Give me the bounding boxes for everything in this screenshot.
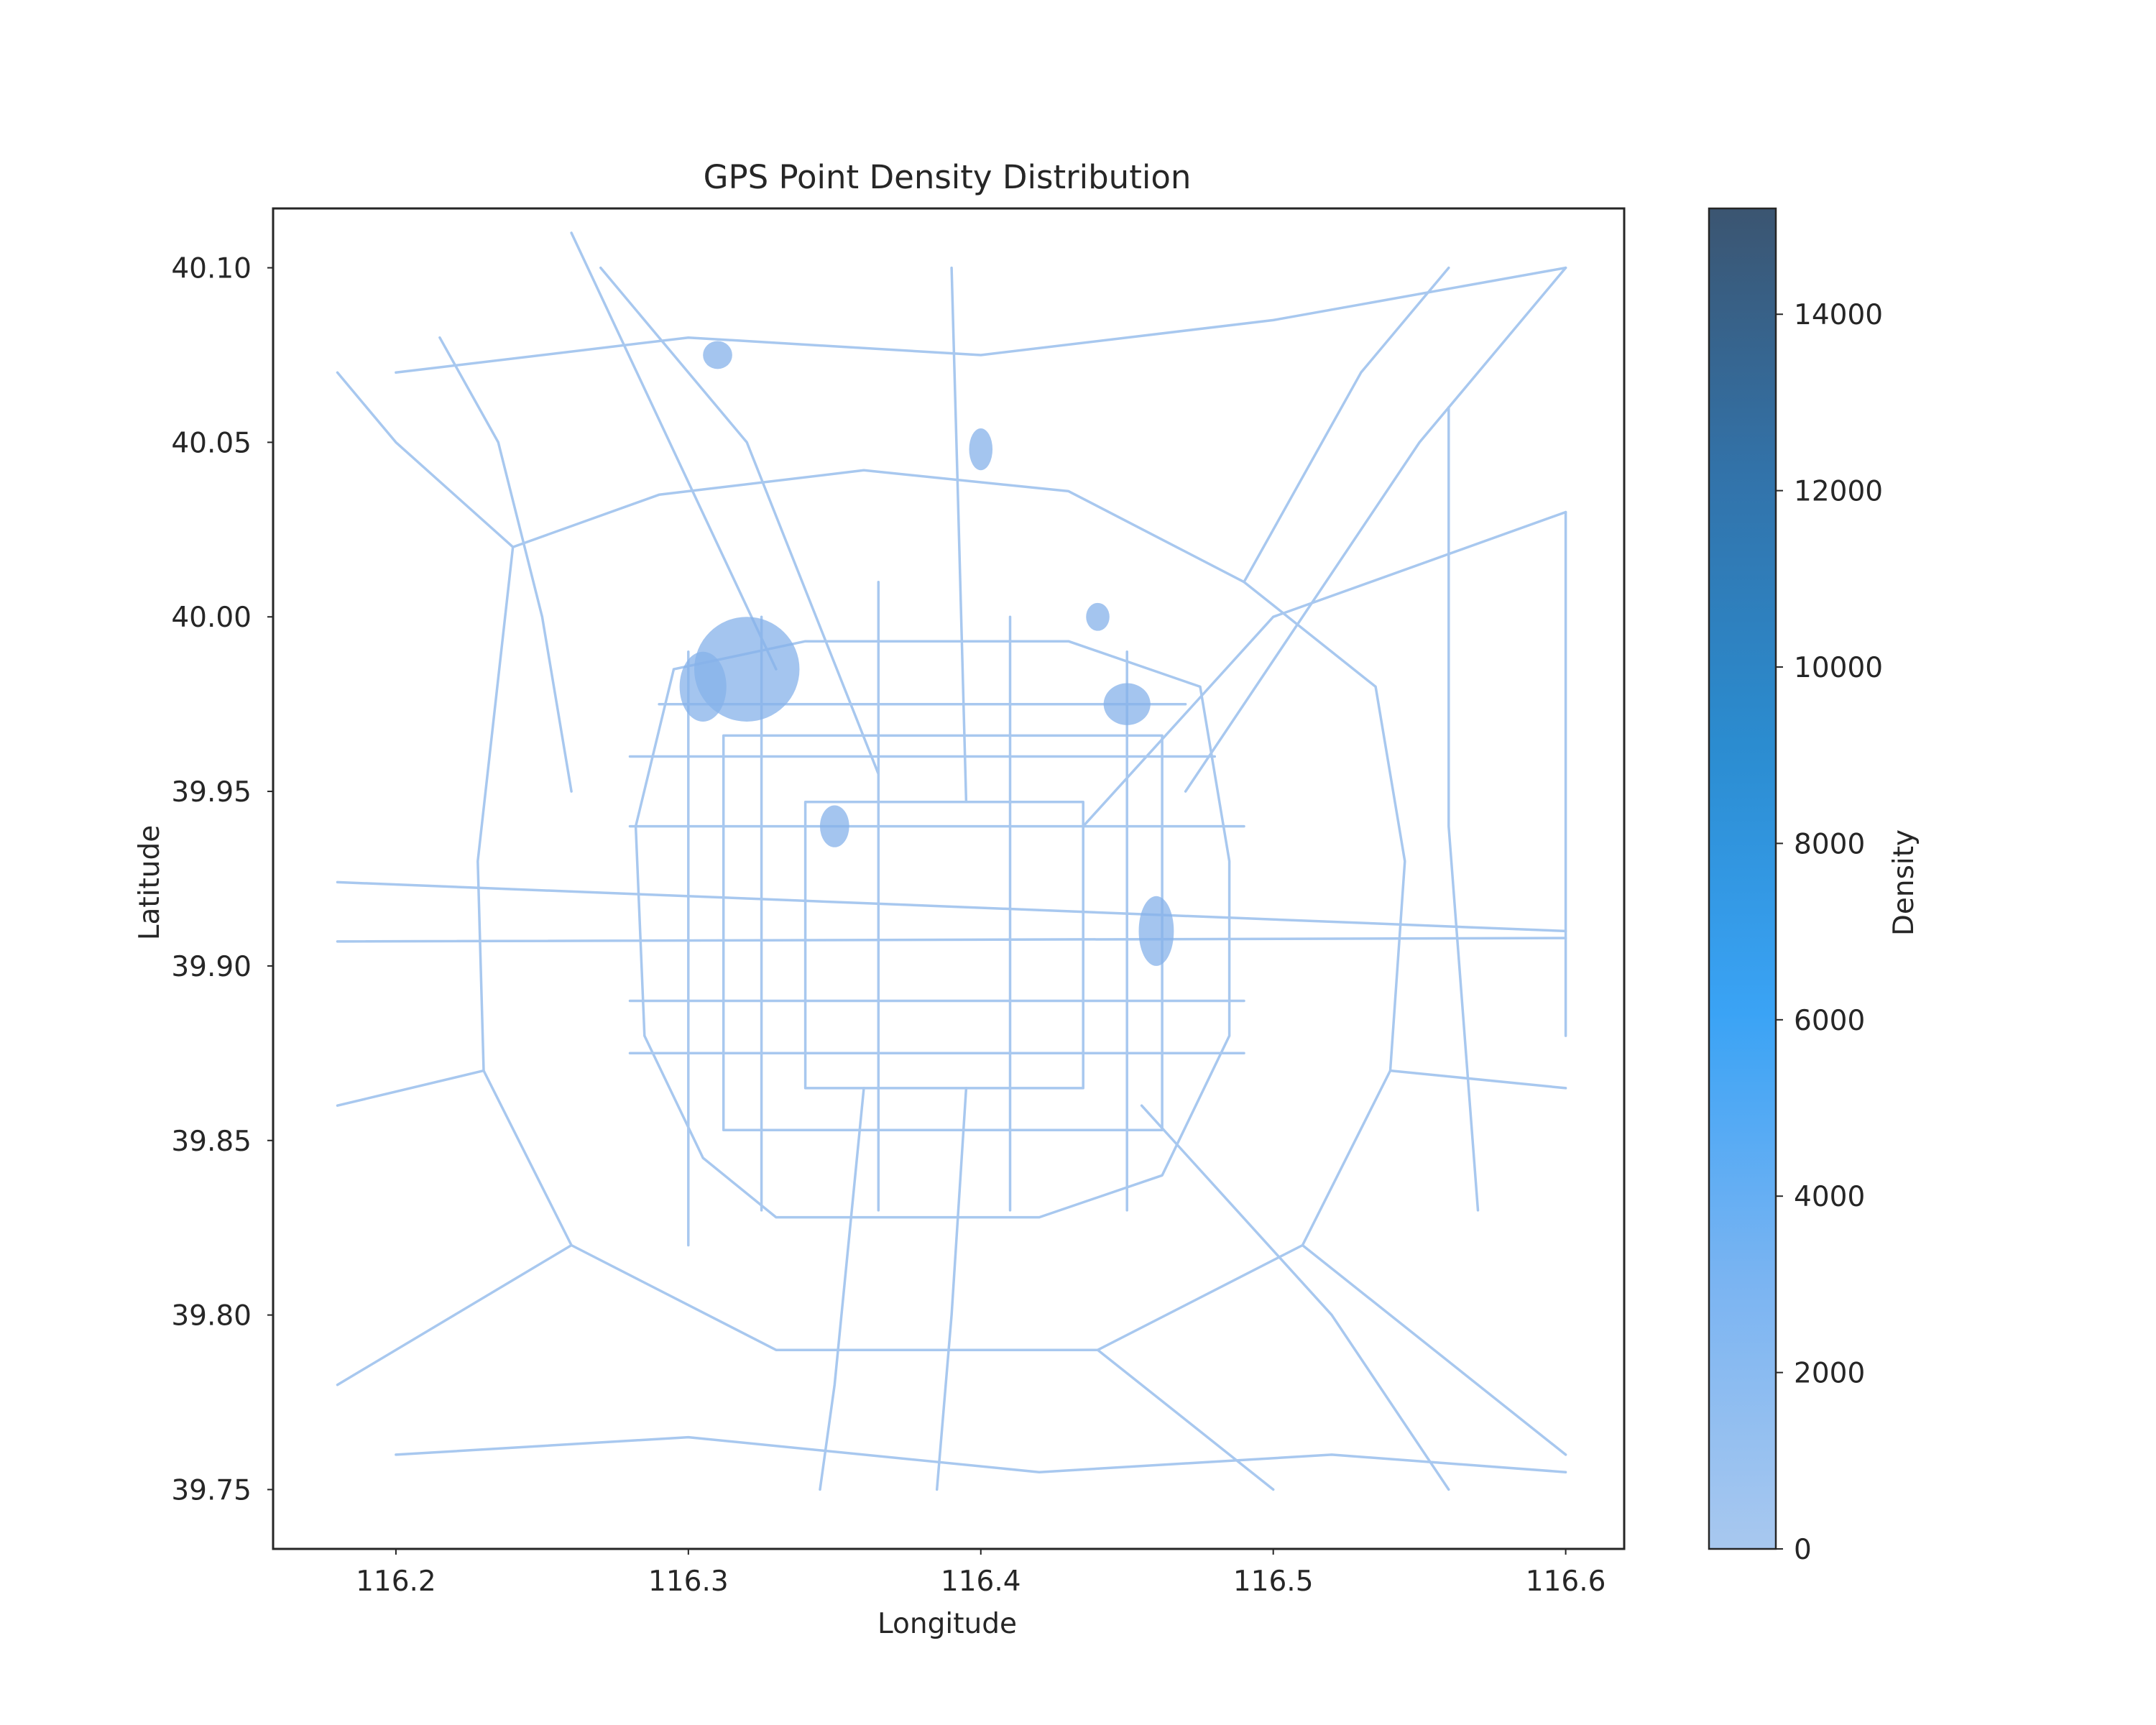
- density-roads: [336, 231, 1567, 1491]
- colorbar-tick-label: 0: [1794, 1534, 1812, 1566]
- colorbar-tick-label: 14000: [1794, 299, 1883, 331]
- x-tick-label: 116.5: [1233, 1565, 1314, 1598]
- colorbar-ticks: 0 2000 4000 6000 8000 10000 12000 14000: [1776, 299, 1883, 1566]
- road-south-central-axis: [935, 1087, 968, 1491]
- road-jingjintang: [1140, 1104, 1450, 1491]
- road-badaling-expwy: [599, 266, 880, 776]
- road-ring-3: [722, 734, 1164, 1131]
- y-tick-label: 40.05: [171, 427, 252, 459]
- colorbar-tick-label: 10000: [1794, 652, 1883, 684]
- road-northwest-curve: [438, 336, 573, 793]
- road-jingcheng-expwy: [1184, 266, 1567, 793]
- colorbar-tick-label: 12000: [1794, 476, 1883, 508]
- x-tick-label: 116.3: [648, 1565, 729, 1598]
- road-southeast-road: [1096, 1348, 1275, 1491]
- hotspot-2: [1103, 683, 1151, 725]
- y-axis-label: Latitude: [134, 825, 166, 941]
- y-tick-label: 39.90: [171, 951, 252, 983]
- chart-title: GPS Point Density Distribution: [704, 158, 1192, 196]
- road-ring-4: [634, 640, 1231, 1219]
- road-east-diagonal-south: [1301, 1243, 1567, 1456]
- colorbar-tick-label: 4000: [1794, 1181, 1865, 1213]
- hotspot-5: [1086, 602, 1110, 631]
- x-tick-label: 116.2: [356, 1565, 436, 1598]
- road-chang-an-ave: [336, 937, 1567, 943]
- road-airport-expwy: [1082, 510, 1567, 828]
- hotspot-1: [679, 651, 727, 722]
- road-north-west-road: [336, 371, 515, 548]
- road-southwest-road: [336, 1243, 573, 1386]
- density-hotspots: [679, 341, 1174, 966]
- y-tick-label: 39.75: [171, 1474, 252, 1506]
- y-tick-label: 40.00: [171, 602, 252, 634]
- y-axis: 39.75 39.80 39.85 39.90 39.95 40.00 40.05 40.10: [171, 253, 273, 1506]
- hotspot-6: [969, 428, 993, 471]
- x-tick-label: 116.4: [941, 1565, 1021, 1598]
- colorbar-label: Density: [1888, 829, 1920, 936]
- hotspot-4: [819, 805, 849, 847]
- road-west-road: [336, 1069, 485, 1107]
- y-tick-label: 39.95: [171, 776, 252, 809]
- x-axis-label: Longitude: [877, 1608, 1017, 1640]
- road-ping-an-ave: [336, 880, 1567, 933]
- road-far-north-h: [395, 266, 1567, 374]
- road-northeast-diagonal: [1243, 266, 1450, 584]
- colorbar-tick-label: 6000: [1794, 1005, 1865, 1037]
- road-ring-2: [803, 800, 1084, 1090]
- road-jingzang-northwest: [570, 231, 778, 671]
- y-tick-label: 39.80: [171, 1300, 252, 1333]
- colorbar-tick-label: 8000: [1794, 828, 1865, 860]
- y-tick-label: 40.10: [171, 253, 252, 285]
- colorbar: [1708, 207, 1777, 1550]
- x-tick-label: 116.6: [1526, 1565, 1606, 1598]
- road-jingkai-expwy: [819, 1087, 865, 1491]
- plot-frame: [272, 207, 1626, 1550]
- road-north-central-axis: [950, 266, 968, 804]
- road-east-fifth-v: [1447, 406, 1480, 1212]
- road-east-road-south: [1388, 1069, 1567, 1090]
- hotspot-7: [703, 341, 732, 369]
- hotspot-3: [1138, 896, 1174, 966]
- x-axis: 116.2 116.3 116.4 116.5 116.6: [356, 1549, 1606, 1598]
- colorbar-tick-label: 2000: [1794, 1358, 1865, 1390]
- y-tick-label: 39.85: [171, 1126, 252, 1158]
- road-far-south-h: [395, 1435, 1567, 1473]
